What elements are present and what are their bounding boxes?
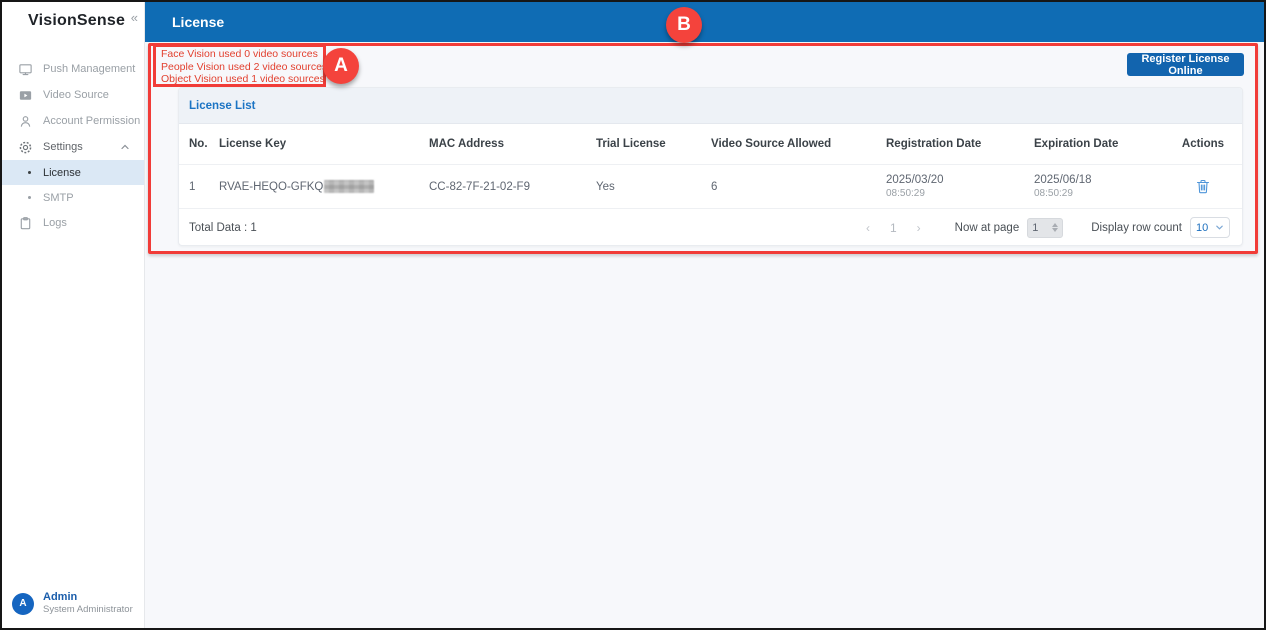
- cell-no: 1: [189, 180, 196, 193]
- column-header-no: No.: [189, 138, 208, 150]
- cell-trial-license: Yes: [596, 180, 615, 193]
- pager: ‹ 1 ›: [856, 221, 931, 235]
- main-area: License B Face Vision used 0 video sourc…: [145, 2, 1264, 628]
- sidebar: VisionSense « Push Management Video Sour…: [2, 2, 145, 628]
- cell-expiration-date: 2025/06/18 08:50:29: [1034, 173, 1174, 200]
- column-header-video-source-allowed: Video Source Allowed: [711, 138, 832, 150]
- cell-actions: [1174, 177, 1232, 196]
- video-icon: [18, 88, 33, 103]
- total-data-label: Total Data : 1: [189, 221, 257, 234]
- column-header-registration-date: Registration Date: [886, 138, 982, 150]
- sidebar-header: VisionSense «: [2, 2, 144, 48]
- app-title: VisionSense: [28, 12, 126, 29]
- content-area: Face Vision used 0 video sources People …: [145, 42, 1264, 628]
- sidebar-item-video-source[interactable]: Video Source: [2, 82, 144, 108]
- table-footer: Total Data : 1 ‹ 1 › Now at page 1 Displ…: [179, 209, 1242, 245]
- prev-page-icon[interactable]: ‹: [865, 220, 870, 235]
- sidebar-item-push-management[interactable]: Push Management: [2, 56, 144, 82]
- sidebar-item-account-permission[interactable]: Account Permission: [2, 108, 144, 134]
- user-info: Admin System Administrator: [43, 591, 133, 616]
- usage-notice-line: Face Vision used 0 video sources: [161, 48, 318, 60]
- license-list-title-bar: License List: [179, 88, 1242, 124]
- annotation-badge-b: B: [666, 7, 702, 43]
- cell-registration-date: 2025/03/20 08:50:29: [886, 173, 1034, 200]
- expiration-date: 2025/06/18: [1034, 174, 1092, 186]
- avatar: A: [12, 592, 34, 615]
- sidebar-item-label: SMTP: [43, 191, 74, 204]
- sidebar-item-label: Video Source: [43, 89, 109, 101]
- column-header-trial-license: Trial License: [596, 138, 666, 150]
- stepper-up-icon[interactable]: [1052, 223, 1059, 227]
- sidebar-nav: Push Management Video Source Account Per…: [2, 48, 144, 236]
- cell-video-source-allowed: 6: [711, 180, 718, 193]
- page-title: License: [172, 14, 225, 30]
- sidebar-item-smtp[interactable]: SMTP: [2, 185, 144, 210]
- column-header-actions: Actions: [1181, 138, 1225, 150]
- user-role: System Administrator: [43, 604, 133, 615]
- trash-icon: [1196, 179, 1210, 194]
- cell-mac-address: CC-82-7F-21-02-F9: [429, 180, 530, 193]
- sidebar-item-label: Settings: [43, 141, 83, 153]
- expiration-time: 08:50:29: [1034, 188, 1073, 199]
- usage-notice-line: Object Vision used 1 video sources: [161, 73, 325, 85]
- cell-license-key: RVAE-HEQO-GFKQ: [219, 180, 429, 193]
- registration-date: 2025/03/20: [886, 174, 944, 186]
- chevron-down-icon: [1216, 225, 1223, 230]
- gear-icon: [18, 140, 33, 155]
- column-header-expiration-date: Expiration Date: [1034, 138, 1119, 150]
- person-icon: [18, 114, 33, 129]
- annotation-badge-a: A: [323, 48, 359, 84]
- bullet-icon: [28, 196, 31, 199]
- chevron-up-icon[interactable]: [120, 142, 130, 155]
- logs-icon: [18, 216, 33, 231]
- license-list-card: License List No. License Key MAC Address…: [178, 87, 1243, 246]
- row-count-label: Display row count: [1091, 221, 1182, 234]
- sidebar-item-label: Logs: [43, 217, 67, 229]
- stepper-down-icon[interactable]: [1052, 228, 1059, 232]
- table-row: 1 RVAE-HEQO-GFKQ CC-82-7F-21-02-F9 Yes 6…: [179, 165, 1242, 209]
- registration-time: 08:50:29: [886, 188, 925, 199]
- register-license-online-button[interactable]: Register License Online: [1127, 53, 1244, 77]
- page-input[interactable]: 1: [1027, 217, 1064, 238]
- usage-notice-line: People Vision used 2 video sources: [161, 60, 328, 73]
- column-header-license-key: License Key: [219, 138, 287, 150]
- table-header-row: No. License Key MAC Address Trial Licens…: [179, 124, 1242, 165]
- sidebar-user[interactable]: A Admin System Administrator: [2, 585, 144, 622]
- user-name: Admin: [43, 591, 78, 603]
- usage-notice-box: Face Vision used 0 video sources People …: [153, 44, 328, 87]
- page-header: License: [145, 2, 1264, 42]
- row-count-value: 10: [1196, 221, 1209, 234]
- row-count-select[interactable]: 10: [1190, 217, 1230, 238]
- sidebar-item-settings[interactable]: Settings: [2, 134, 144, 160]
- sidebar-item-label: Account Permission: [43, 115, 141, 127]
- sidebar-item-license[interactable]: License: [2, 160, 144, 185]
- page-input-value: 1: [1032, 221, 1039, 234]
- page-stepper[interactable]: [1052, 223, 1059, 232]
- next-page-icon[interactable]: ›: [916, 220, 921, 235]
- bullet-icon: [28, 171, 31, 174]
- column-header-mac-address: MAC Address: [429, 138, 504, 150]
- delete-license-button[interactable]: [1194, 177, 1212, 196]
- page-number[interactable]: 1: [889, 220, 897, 235]
- sidebar-item-logs[interactable]: Logs: [2, 210, 144, 236]
- license-list-title: License List: [189, 99, 256, 112]
- sidebar-item-label: License: [43, 166, 81, 179]
- pagination-controls: ‹ 1 › Now at page 1 Display row count 10: [856, 217, 1230, 238]
- redacted-blur-block: [324, 180, 375, 193]
- license-key-text: RVAE-HEQO-GFKQ: [219, 180, 324, 193]
- monitor-icon: [18, 62, 33, 77]
- now-at-page-label: Now at page: [954, 221, 1020, 234]
- sidebar-item-label: Push Management: [43, 63, 136, 75]
- collapse-sidebar-icon[interactable]: «: [130, 10, 138, 25]
